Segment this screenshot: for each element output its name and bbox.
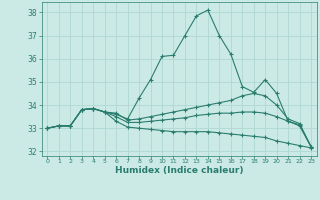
X-axis label: Humidex (Indice chaleur): Humidex (Indice chaleur) bbox=[115, 166, 244, 175]
